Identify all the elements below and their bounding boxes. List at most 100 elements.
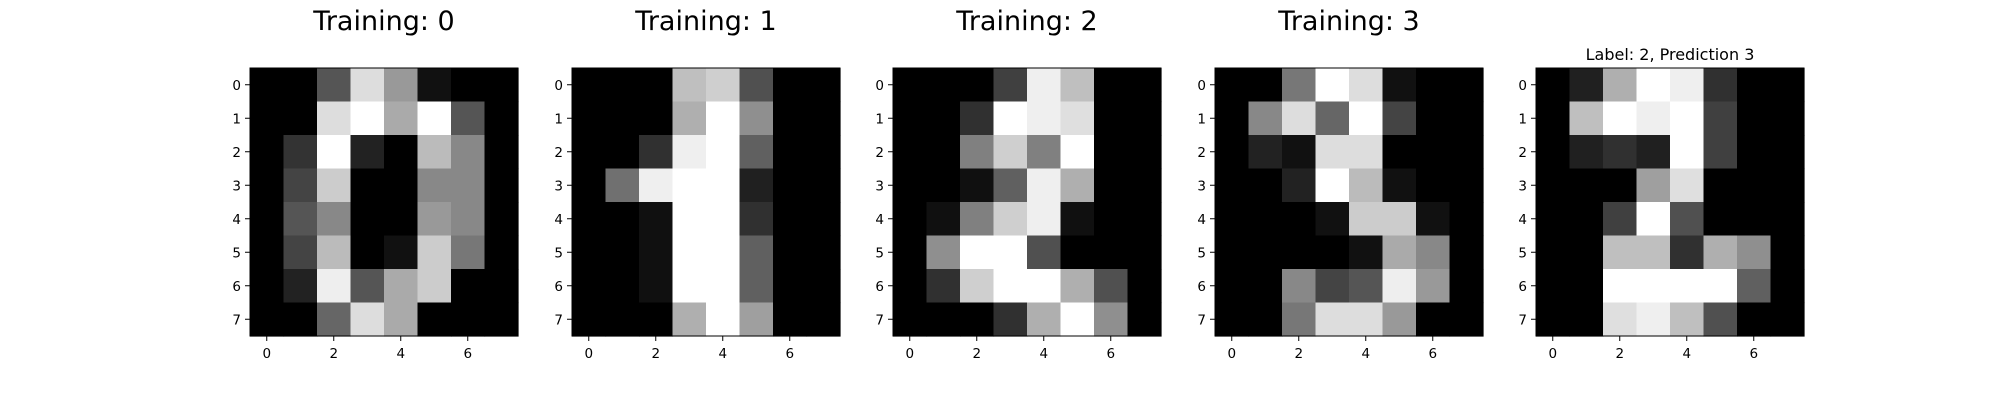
pixel-cell (806, 135, 841, 170)
pixel-cell (1315, 135, 1350, 170)
x-tick-label: 6 (1106, 346, 1115, 362)
pixel-cell (1449, 168, 1484, 203)
pixel-cell (960, 302, 995, 337)
pixel-cell (1282, 302, 1317, 337)
pixel-cell (1603, 135, 1638, 170)
pixel-cell (672, 101, 707, 136)
pixel-cell (451, 269, 486, 304)
pixel-cell (1703, 269, 1738, 304)
x-tick-label: 4 (396, 346, 405, 362)
pixel-cell (1094, 168, 1129, 203)
pixel-cell (350, 135, 385, 170)
pixel-cell (350, 101, 385, 136)
x-tick-label: 0 (905, 346, 914, 362)
panel-title: Training: 2 (955, 6, 1097, 37)
pixel-cell (1094, 302, 1129, 337)
pixel-cell (1536, 235, 1571, 270)
pixel-cell (893, 168, 928, 203)
pixel-cell (1737, 101, 1772, 136)
x-tick-label: 0 (1227, 346, 1236, 362)
pixel-cell (1027, 235, 1062, 270)
y-tick-label: 1 (875, 111, 884, 127)
pixel-cell (417, 302, 452, 337)
pixel-cell (706, 135, 741, 170)
pixel-cell (1536, 202, 1571, 237)
pixel-cell (1127, 101, 1162, 136)
pixel-cell (1127, 68, 1162, 103)
pixel-cell (993, 135, 1028, 170)
pixel-cell (1349, 302, 1384, 337)
pixel-cell (1770, 202, 1805, 237)
panel-title: Label: 2, Prediction 3 (1586, 45, 1755, 64)
pixel-cell (1770, 269, 1805, 304)
pixel-cell (384, 135, 419, 170)
pixel-cell (1127, 202, 1162, 237)
y-tick-label: 7 (232, 312, 241, 328)
axes-frame (249, 67, 519, 337)
pixel-cell (384, 68, 419, 103)
pixel-cell (993, 101, 1028, 136)
pixel-cell (1215, 68, 1250, 103)
pixel-cell (672, 269, 707, 304)
pixel-cell (484, 302, 519, 337)
pixel-cell (639, 235, 674, 270)
pixel-cell (1536, 269, 1571, 304)
y-tick-label: 7 (554, 312, 563, 328)
pixel-cell (806, 168, 841, 203)
pixel-cell (1060, 302, 1095, 337)
pixel-cell (706, 202, 741, 237)
pixel-cell (317, 235, 352, 270)
pixel-cell (739, 135, 774, 170)
pixel-cell (350, 235, 385, 270)
pixel-cell (993, 202, 1028, 237)
pixel-cell (960, 269, 995, 304)
pixel-cell (1282, 135, 1317, 170)
pixel-cell (350, 168, 385, 203)
pixel-cell (384, 202, 419, 237)
y-tick-label: 7 (1518, 312, 1527, 328)
pixel-cell (706, 168, 741, 203)
pixel-cell (1248, 269, 1283, 304)
pixel-cell (605, 235, 640, 270)
pixel-cell (283, 68, 318, 103)
pixel-cell (926, 168, 961, 203)
pixel-cell (605, 168, 640, 203)
pixel-cell (250, 235, 285, 270)
y-tick-label: 5 (1518, 245, 1527, 261)
pixel-cell (250, 101, 285, 136)
y-tick-label: 1 (554, 111, 563, 127)
panel-title: Training: 3 (1277, 6, 1419, 37)
pixel-cell (1603, 235, 1638, 270)
y-tick-label: 0 (1197, 78, 1206, 94)
pixel-cell (706, 68, 741, 103)
pixel-cell (1215, 269, 1250, 304)
pixel-cell (1382, 135, 1417, 170)
x-tick-label: 2 (1294, 346, 1303, 362)
axes-frame (892, 67, 1162, 337)
pixel-cell (1416, 202, 1451, 237)
pixel-cell (1536, 101, 1571, 136)
pixel-cell (806, 202, 841, 237)
pixel-cell (926, 302, 961, 337)
pixel-cell (993, 302, 1028, 337)
pixel-cell (417, 202, 452, 237)
pixel-cell (605, 202, 640, 237)
pixel-cell (1349, 101, 1384, 136)
pixel-cell (1737, 168, 1772, 203)
pixel-cell (773, 202, 808, 237)
pixel-cell (639, 168, 674, 203)
pixel-cell (1060, 235, 1095, 270)
pixel-cell (283, 135, 318, 170)
pixel-cell (739, 269, 774, 304)
pixel-cell (1670, 302, 1705, 337)
pixel-cell (893, 68, 928, 103)
pixel-cell (572, 135, 607, 170)
pixel-cell (317, 269, 352, 304)
pixel-cell (960, 101, 995, 136)
pixel-cell (1027, 302, 1062, 337)
pixel-cell (1094, 68, 1129, 103)
pixel-cell (773, 168, 808, 203)
pixel-cell (1770, 101, 1805, 136)
pixel-cell (893, 135, 928, 170)
pixel-cell (1349, 168, 1384, 203)
